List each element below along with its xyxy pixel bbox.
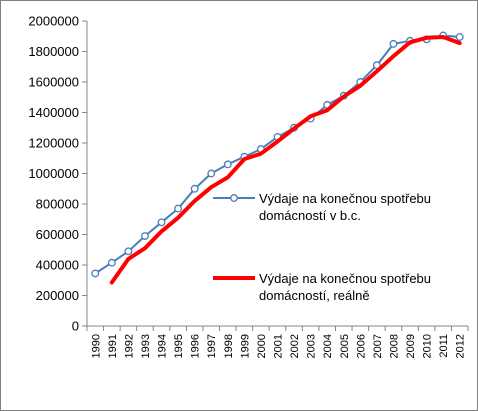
x-tick-label: 2007 [372, 334, 384, 358]
y-tick-label: 1400000 [28, 105, 79, 120]
y-tick-label: 400000 [36, 258, 79, 273]
x-tick-label: 1995 [173, 334, 185, 358]
x-tick-label: 2005 [339, 334, 351, 358]
x-tick-label: 1997 [206, 334, 218, 358]
legend-entry-0: Výdaje na konečnou spotřebu domácností v … [213, 191, 431, 223]
series-line [94, 34, 461, 275]
data-point [190, 184, 199, 193]
x-tick-label: 1991 [107, 334, 119, 358]
x-axis-ticks: 1990 1991 1992 1993 1994 1995 1996 1997 1998 1999… [86, 326, 469, 358]
y-tick-label: 1000000 [28, 166, 79, 181]
legend-label: Výdaje na konečnou spotřebu [259, 271, 431, 286]
legend-label: Výdaje na konečnou spotřebu [259, 191, 431, 206]
x-tick-label: 2004 [322, 334, 334, 358]
y-tick-label: 1200000 [28, 136, 79, 151]
x-tick-label: 2008 [388, 334, 400, 358]
x-tick-label: 1996 [190, 334, 202, 358]
x-tick-label: 1999 [239, 334, 251, 358]
series-lines [91, 31, 464, 285]
x-tick-label: 2001 [273, 334, 285, 358]
series-line [109, 35, 462, 285]
y-tick-label: 800000 [36, 197, 79, 212]
x-tick-label: 1993 [140, 334, 152, 358]
x-tick-label: 2011 [438, 334, 450, 358]
series-0 [91, 31, 464, 278]
y-tick-label: 2000000 [28, 14, 79, 29]
x-tick-label: 2002 [289, 334, 301, 358]
y-tick-label: 200000 [36, 288, 79, 303]
y-tick-label: 0 [72, 319, 79, 334]
data-point [91, 269, 100, 278]
legend-label: domácností v b.c. [259, 208, 361, 223]
x-tick-label: 1992 [123, 334, 135, 358]
x-tick-label: 2012 [455, 334, 467, 358]
x-tick-label: 2010 [422, 334, 434, 358]
x-tick-label: 2003 [306, 334, 318, 358]
y-axis-ticks: 0 200000 400000 600000 800000 1000000 1200000 1… [28, 14, 87, 334]
data-point [157, 218, 166, 227]
data-point [174, 204, 183, 213]
data-point [223, 160, 232, 169]
legend-marker [230, 194, 238, 202]
x-tick-label: 1990 [90, 334, 102, 358]
x-tick-label: 2006 [355, 334, 367, 358]
data-point [389, 39, 398, 48]
data-point [455, 33, 464, 41]
legend: Výdaje na konečnou spotřebu domácností v … [213, 191, 431, 303]
x-tick-label: 2000 [256, 334, 268, 358]
x-tick-label: 2009 [405, 334, 417, 358]
data-point [207, 169, 216, 178]
y-tick-label: 600000 [36, 227, 79, 242]
legend-label: domácností, reálně [259, 288, 370, 303]
x-tick-label: 1994 [157, 334, 169, 358]
x-tick-label: 1998 [223, 334, 235, 358]
legend-entry-1: Výdaje na konečnou spotřebu domácností, r… [213, 271, 431, 303]
data-point [107, 258, 116, 267]
y-tick-label: 1600000 [28, 75, 79, 90]
y-tick-label: 1800000 [28, 44, 79, 59]
data-point [372, 61, 381, 70]
data-point [124, 247, 133, 256]
series-1 [109, 35, 462, 285]
data-point [141, 232, 149, 240]
